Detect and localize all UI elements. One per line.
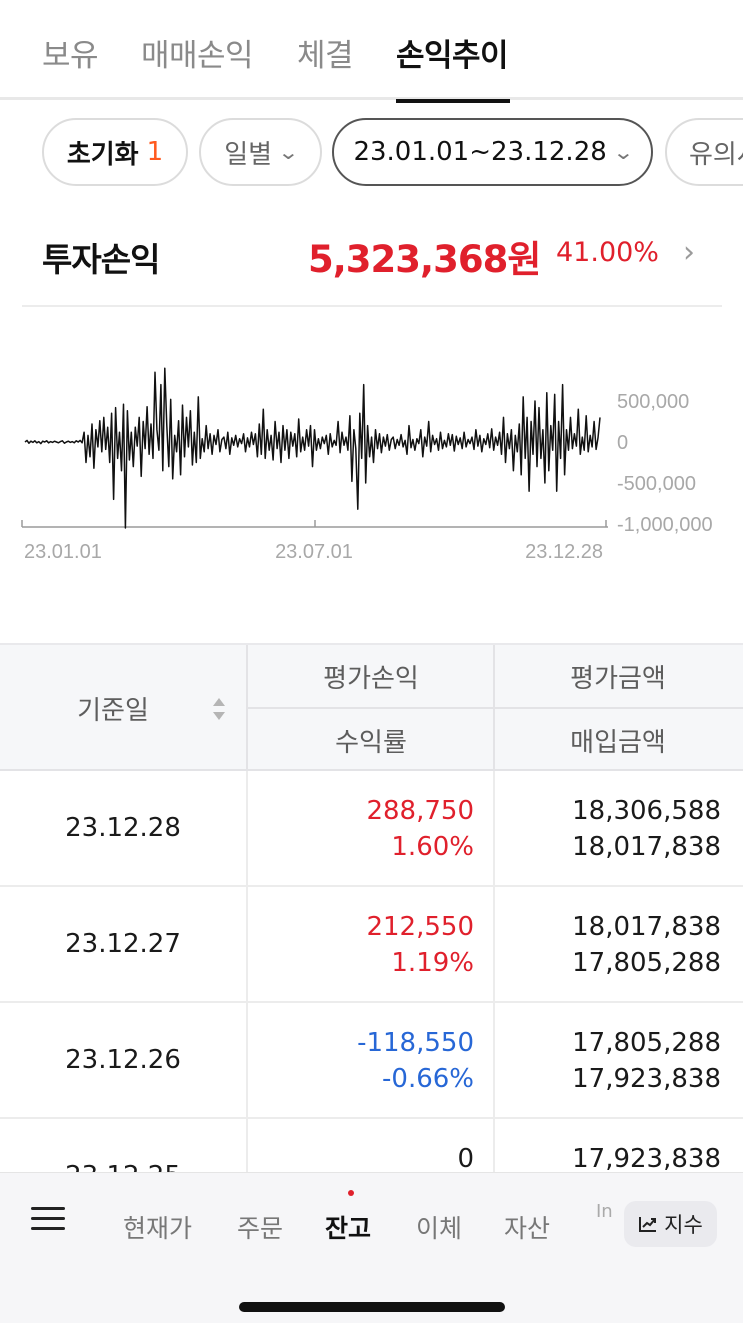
period-label: 일별 <box>224 139 273 170</box>
chevron-down-icon: ⌄ <box>277 140 300 164</box>
nav-item-transfer[interactable]: 이체 <box>416 1214 463 1243</box>
header-date-label: 기준일 <box>77 695 149 726</box>
notification-dot <box>348 1190 354 1196</box>
nav-item-partial[interactable]: In <box>596 1195 613 1223</box>
tab-bar: 보유 매매손익 체결 손익추이 <box>0 0 743 103</box>
header-pl: 평가손익 <box>323 663 419 694</box>
notice-button[interactable]: 유의사항 <box>665 118 743 186</box>
nav-item-quote[interactable]: 현재가 <box>123 1214 193 1243</box>
reset-count-badge: 1 <box>146 137 164 167</box>
row-pl: -118,550 <box>357 1028 474 1058</box>
row-rate: -0.66% <box>382 1064 474 1094</box>
row-amount-cell: 18,017,838 17,805,288 <box>495 909 721 981</box>
row-divider <box>246 887 248 1001</box>
row-pl-cell: 288,750 1.60% <box>248 793 474 865</box>
index-label: 지수 <box>664 1213 703 1237</box>
row-buy: 17,805,288 <box>572 948 721 978</box>
tab-pl-trend[interactable]: 손익추이 <box>396 30 510 103</box>
row-eval: 17,805,288 <box>572 1028 721 1058</box>
tab-trade-pl[interactable]: 매매손익 <box>141 38 254 74</box>
row-buy: 17,923,838 <box>572 1064 721 1094</box>
pl-table: 기준일 평가손익 수익률 평가금액 매입금액 23.12.28 288,750 … <box>0 643 743 1235</box>
table-row[interactable]: 23.12.26 -118,550 -0.66% 17,805,288 17,9… <box>0 1003 743 1119</box>
table-row[interactable]: 23.12.28 288,750 1.60% 18,306,588 18,017… <box>0 771 743 887</box>
reset-filter-button[interactable]: 초기화 1 <box>42 118 188 186</box>
date-range-select[interactable]: 23.01.01~23.12.28 ⌄ <box>332 118 653 186</box>
y-tick-label: -500,000 <box>617 473 696 495</box>
row-rate: 1.19% <box>391 948 474 978</box>
y-tick-label: 500,000 <box>617 391 689 413</box>
row-divider <box>246 1003 248 1117</box>
date-range-label: 23.01.01~23.12.28 <box>353 137 607 167</box>
summary-rate: 41.00% <box>556 237 659 268</box>
header-eval: 평가금액 <box>570 663 666 694</box>
header-date[interactable]: 기준일 <box>0 645 246 771</box>
reset-label: 초기화 <box>66 139 139 170</box>
menu-icon[interactable] <box>31 1205 65 1233</box>
pl-summary[interactable]: 투자손익 5,323,368원 41.00% › <box>0 215 743 295</box>
row-rate: 1.60% <box>391 832 474 862</box>
nav-item-balance[interactable]: 잔고 <box>325 1214 372 1243</box>
row-pl: 0 <box>457 1144 474 1174</box>
row-divider <box>493 887 495 1001</box>
chart-x-ticks: 23.01.01 23.07.01 23.12.28 <box>24 541 603 563</box>
tab-holdings[interactable]: 보유 <box>42 38 99 74</box>
trend-chart-icon <box>639 1217 657 1232</box>
chart-series <box>24 367 601 529</box>
notice-label: 유의사항 <box>689 139 743 170</box>
x-tick-label: 23.07.01 <box>275 541 353 563</box>
x-tick-label: 23.01.01 <box>24 541 102 563</box>
row-date: 23.12.26 <box>65 1045 181 1075</box>
row-date: 23.12.27 <box>65 929 181 959</box>
series-line <box>24 367 601 529</box>
row-eval: 18,017,838 <box>572 912 721 942</box>
row-date: 23.12.28 <box>65 813 181 843</box>
table-row[interactable]: 23.12.27 212,550 1.19% 18,017,838 17,805… <box>0 887 743 1003</box>
x-tick-label: 23.12.28 <box>525 541 603 563</box>
row-pl-cell: 212,550 1.19% <box>248 909 474 981</box>
period-select[interactable]: 일별 ⌄ <box>199 118 322 186</box>
sort-icon[interactable] <box>210 695 228 723</box>
chevron-down-icon: ⌄ <box>612 140 635 164</box>
row-eval: 18,306,588 <box>572 796 721 826</box>
row-pl-cell: -118,550 -0.66% <box>248 1025 474 1097</box>
nav-item-order[interactable]: 주문 <box>237 1214 284 1243</box>
summary-title: 투자손익 <box>42 240 160 279</box>
y-tick-label: -1,000,000 <box>617 514 713 536</box>
row-divider <box>493 771 495 885</box>
pl-trend-chart[interactable]: 500,000 0 -500,000 -1,000,000 23.01.01 23.07… <box>0 330 743 580</box>
nav-item-assets[interactable]: 자산 <box>504 1214 551 1243</box>
row-amount-cell: 17,923,838 <box>495 1141 721 1177</box>
row-buy: 18,017,838 <box>572 832 721 862</box>
y-tick-label: 0 <box>617 432 628 454</box>
chart-y-ticks: 500,000 0 -500,000 -1,000,000 <box>617 391 713 536</box>
row-divider <box>493 1003 495 1117</box>
summary-amount: 5,323,368원 <box>308 238 541 281</box>
bottom-nav: 현재가 주문 잔고 이체 자산 In 지수 <box>0 1172 743 1323</box>
index-button[interactable]: 지수 <box>624 1201 717 1247</box>
divider <box>22 305 722 307</box>
row-pl: 212,550 <box>366 912 474 942</box>
row-amount-cell: 17,805,288 17,923,838 <box>495 1025 721 1097</box>
header-rate: 수익률 <box>335 727 407 758</box>
row-divider <box>246 771 248 885</box>
header-divider <box>247 707 743 709</box>
row-eval: 17,923,838 <box>572 1144 721 1174</box>
chart-axes <box>21 520 608 528</box>
row-pl: 288,750 <box>366 796 474 826</box>
header-buy: 매입금액 <box>570 727 666 758</box>
row-amount-cell: 18,306,588 18,017,838 <box>495 793 721 865</box>
nav-item-partial-label: In <box>596 1201 613 1222</box>
chevron-right-icon[interactable]: › <box>683 235 695 270</box>
home-indicator <box>239 1302 505 1312</box>
tab-executions[interactable]: 체결 <box>297 38 354 74</box>
table-header: 기준일 평가손익 수익률 평가금액 매입금액 <box>0 643 743 771</box>
row-pl-cell: 0 <box>248 1141 474 1177</box>
